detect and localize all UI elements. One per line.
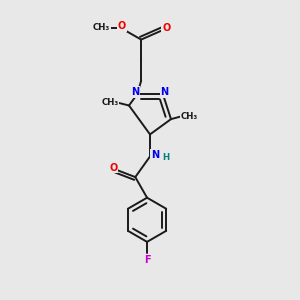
Text: N: N — [131, 87, 140, 97]
Text: O: O — [162, 23, 170, 33]
Text: O: O — [118, 21, 126, 31]
Text: CH₃: CH₃ — [181, 112, 198, 121]
Text: H: H — [162, 153, 169, 162]
Text: N: N — [160, 87, 169, 97]
Text: CH₃: CH₃ — [101, 98, 118, 107]
Text: N: N — [151, 150, 159, 160]
Text: F: F — [144, 254, 150, 265]
Text: CH₃: CH₃ — [93, 23, 110, 32]
Text: O: O — [109, 163, 117, 173]
